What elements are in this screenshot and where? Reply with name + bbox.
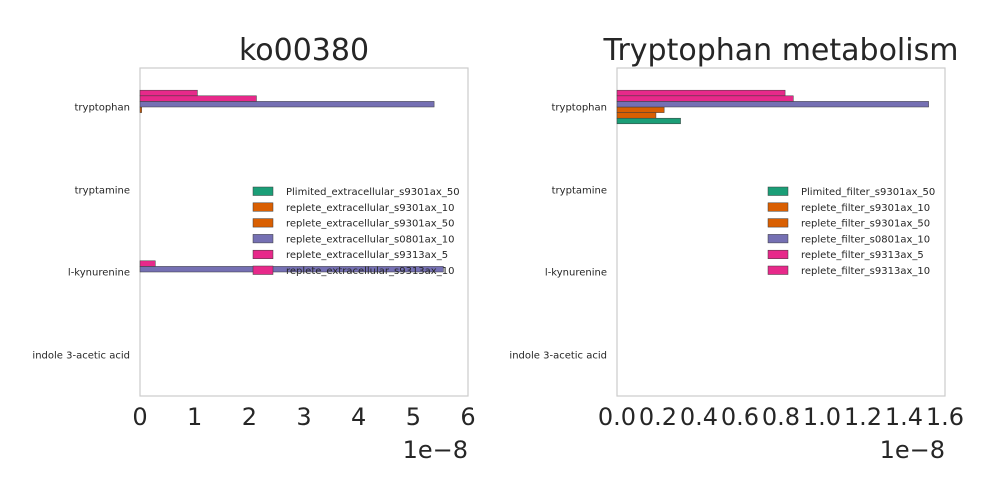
legend-label: replete_extracellular_s0801ax_10	[286, 234, 454, 245]
legend-label: Plimited_filter_s9301ax_50	[801, 187, 935, 198]
plot-frame	[139, 67, 469, 397]
legend-swatch	[767, 218, 789, 228]
bar-replete_extracellular_s9313ax_5	[139, 95, 257, 102]
legend-swatch	[252, 202, 274, 212]
legend-label: replete_filter_s9313ax_5	[801, 250, 924, 261]
bar-replete_filter_s9301ax_50	[616, 106, 665, 113]
x-tick-label: 1.2	[844, 403, 882, 431]
x-tick-label: 0.4	[680, 403, 718, 431]
legend-label: Plimited_extracellular_s9301ax_50	[286, 187, 460, 198]
bar-replete_filter_s9313ax_5	[616, 95, 794, 102]
legend-swatch	[252, 249, 274, 259]
bar-replete_extracellular_s0801ax_10	[139, 101, 435, 108]
bar-Plimited_filter_s9301ax_50	[616, 117, 681, 125]
legend: Plimited_filter_s9301ax_50 replete_filter…	[767, 186, 935, 277]
x-tick-label: 1.4	[885, 403, 923, 431]
y-tick-label: l-kynurenine	[545, 268, 607, 279]
axis-offset-text: 1e−8	[880, 436, 945, 464]
x-tick-label: 1.0	[803, 403, 841, 431]
x-tick-label: 5	[406, 403, 421, 431]
legend: Plimited_extracellular_s9301ax_50replete…	[252, 186, 460, 277]
legend-swatch	[767, 186, 789, 196]
legend-label: replete_extracellular_s9313ax_5	[286, 250, 448, 261]
subplot-ko00380: ko00380 tryptophan tryptamine l-kynurenine i…	[32, 33, 475, 464]
bar-replete_filter_s0801ax_10	[616, 101, 929, 108]
legend-label: replete_filter_s0801ax_10	[801, 234, 930, 245]
y-tick-label: tryptamine	[75, 186, 130, 197]
legend-swatch	[252, 186, 274, 196]
x-tick-label: 3	[296, 403, 311, 431]
legend-label: replete_filter_s9301ax_10	[801, 203, 930, 214]
plot-frame	[616, 67, 946, 397]
legend-label: replete_extracellular_s9301ax_50	[286, 219, 454, 230]
legend-swatch	[767, 265, 789, 275]
x-tick-label: 6	[460, 403, 475, 431]
legend-swatch	[252, 234, 274, 244]
x-tick-label: 2	[242, 403, 257, 431]
legend-label: replete_extracellular_s9313ax_10	[286, 266, 454, 277]
bar-replete_extracellular_s9313ax_10	[139, 89, 198, 97]
x-tick-label: 0.8	[762, 403, 800, 431]
axis-offset-text: 1e−8	[403, 436, 468, 464]
chart-title: Tryptophan metabolism	[603, 33, 959, 68]
x-tick-label: 0	[132, 403, 147, 431]
y-tick-label: indole 3-acetic acid	[509, 351, 607, 362]
y-tick-label: tryptophan	[552, 103, 608, 114]
y-tick-label: tryptamine	[552, 186, 607, 197]
x-tick-label: 1.6	[926, 403, 964, 431]
legend-label: replete_extracellular_s9301ax_10	[286, 203, 454, 214]
legend-label: replete_filter_s9313ax_10	[801, 266, 930, 277]
bar-replete_extracellular_s0801ax_10	[139, 266, 444, 273]
x-tick-label: 0.6	[721, 403, 759, 431]
legend-swatch	[767, 202, 789, 212]
y-tick-label: l-kynurenine	[68, 268, 130, 279]
legend-swatch	[252, 218, 274, 228]
legend-swatch	[767, 249, 789, 259]
y-tick-label: indole 3-acetic acid	[32, 351, 130, 362]
y-tick-label: tryptophan	[75, 103, 131, 114]
subplot-tryptophan-metabolism: Tryptophan metabolism tryptophan tryptamin…	[509, 33, 964, 464]
x-tick-label: 1	[187, 403, 202, 431]
x-tick-label: 0.0	[598, 403, 636, 431]
bar-replete_extracellular_s9313ax_5	[139, 260, 156, 267]
legend-swatch	[767, 234, 789, 244]
legend-swatch	[252, 265, 274, 275]
x-tick-label: 4	[351, 403, 366, 431]
bar-replete_extracellular_s9301ax_50	[139, 106, 142, 113]
chart-title: ko00380	[239, 33, 369, 68]
bar-replete_filter_s9301ax_10	[616, 112, 657, 119]
legend-label: replete_filter_s9301ax_50	[801, 219, 930, 230]
x-tick-label: 0.2	[639, 403, 677, 431]
bar-replete_filter_s9313ax_10	[616, 89, 786, 97]
